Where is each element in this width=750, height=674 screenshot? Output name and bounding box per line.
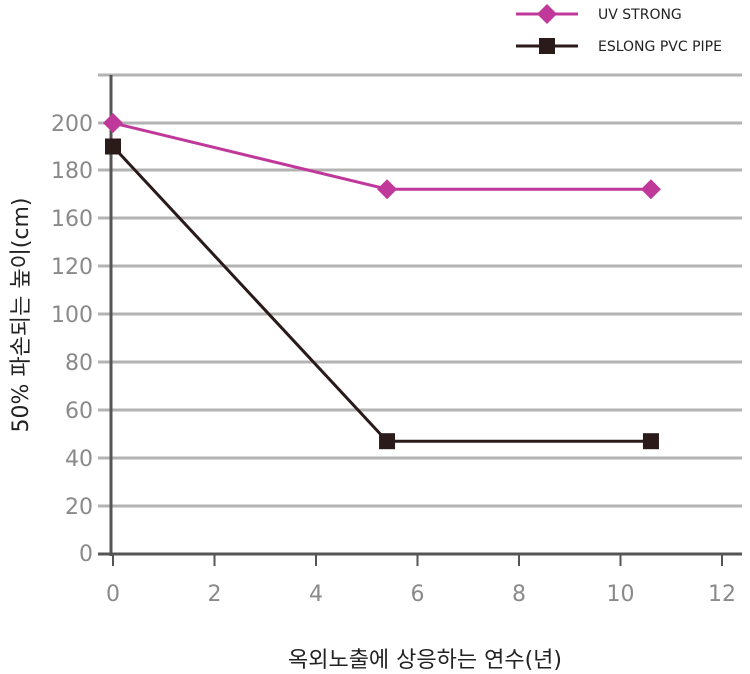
y-axis-title: 50% 파손되는 높이(cm)	[9, 197, 34, 432]
x-tick-label: 2	[208, 582, 222, 607]
y-tick-label: 0	[79, 542, 93, 567]
x-tick-label: 4	[309, 582, 323, 607]
data-point	[642, 433, 659, 450]
y-tick-label: 40	[65, 447, 93, 472]
legend-diamond-marker	[537, 4, 557, 24]
y-tick-label: 180	[51, 159, 93, 184]
x-tick-label: 8	[512, 582, 526, 607]
gridlines	[98, 73, 742, 508]
data-point	[379, 433, 396, 450]
legend: UV STRONG ESLONG PVC PIPE	[516, 4, 722, 55]
y-tick-label: 120	[51, 255, 93, 280]
series	[103, 113, 661, 450]
x-tick-label: 6	[411, 582, 425, 607]
data-point	[103, 113, 123, 133]
legend-item: UV STRONG	[516, 4, 682, 24]
legend-label: UV STRONG	[598, 7, 682, 23]
y-ticks: 0 20 40 60 80 100 120 160 180 200	[51, 112, 93, 567]
x-tick-label: 12	[708, 582, 736, 607]
data-point	[377, 179, 398, 200]
series-line	[112, 121, 651, 191]
series-1	[103, 113, 661, 200]
x-tick-label: 10	[607, 582, 635, 607]
legend-square-marker	[539, 38, 555, 54]
x-ticks: 0 2 4 6 8 10 12	[106, 554, 736, 607]
y-tick-label: 100	[51, 303, 93, 328]
y-tick-label: 80	[65, 351, 93, 376]
legend-label: ESLONG PVC PIPE	[598, 39, 722, 55]
legend-item: ESLONG PVC PIPE	[516, 38, 722, 55]
y-tick-label: 160	[51, 207, 93, 232]
y-tick-label: 20	[65, 495, 93, 520]
data-point	[105, 138, 121, 155]
x-tick-label: 0	[106, 582, 120, 607]
axes	[98, 75, 742, 556]
series-2	[105, 138, 659, 450]
y-tick-label: 200	[51, 112, 93, 137]
y-tick-label: 60	[65, 399, 93, 424]
x-axis-title: 옥외노출에 상응하는 연수(년)	[288, 648, 562, 673]
data-point	[640, 179, 661, 200]
